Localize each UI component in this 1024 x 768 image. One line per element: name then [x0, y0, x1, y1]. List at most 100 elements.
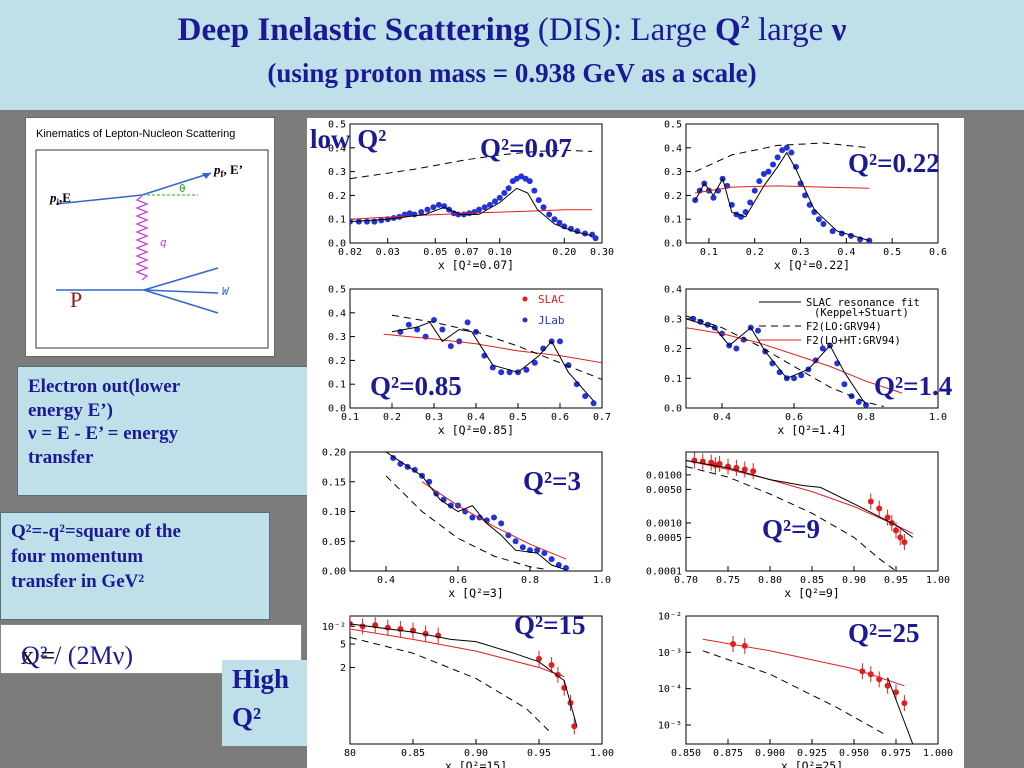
data-point: [897, 534, 904, 541]
data-point: [750, 468, 757, 475]
chart-panel-2: 0.1 0.2 0.3 0.4 0.5 0.6 x [Q²=0.22] 0.0 0.1 0.2 0.…: [664, 120, 947, 273]
data-point: [779, 147, 786, 154]
series-group: [385, 452, 569, 571]
x-tick-label: 0.950: [839, 748, 869, 759]
data-point: [893, 527, 899, 534]
data-point: [496, 194, 503, 201]
data-point: [414, 326, 421, 333]
chart-panel-3: 0.1 0.2 0.3 0.4 0.5 0.6 0.7x [Q²=0.85]0.00.10.…: [328, 285, 611, 438]
y-tick-label: 0.3: [328, 332, 346, 343]
data-point: [855, 399, 862, 406]
data-point: [536, 655, 542, 662]
data-point: [884, 514, 891, 521]
data-point: [571, 723, 578, 730]
y-tick-label: 0.20: [322, 448, 346, 459]
y-tick-label: 0.0: [328, 404, 346, 415]
fit-curve-red: [686, 327, 903, 394]
data-point: [531, 187, 538, 194]
x-tick-label: 1.0: [929, 412, 947, 423]
x-definition-formula: Q² / (2Mν): [21, 641, 133, 670]
note2-line3: transfer in GeV²: [11, 571, 145, 592]
data-point: [481, 204, 488, 211]
y-tick-label: 0.0001: [646, 567, 682, 578]
resonance-fit-curve: [350, 187, 593, 237]
plot-frame: [349, 123, 603, 244]
data-point: [535, 197, 542, 204]
data-point: [829, 228, 836, 235]
panel-q2-label: Q²=9: [762, 514, 820, 544]
x-axis-label: x [Q²=3]: [448, 586, 503, 600]
y-tick-label: 0.1: [328, 380, 346, 391]
y-tick-label: 0.2: [664, 344, 682, 355]
data-point: [486, 201, 493, 208]
x-tick-label: 0.07: [455, 247, 479, 258]
lo-curve-dashed: [350, 636, 552, 734]
q-label: q: [160, 236, 167, 249]
data-point: [741, 466, 748, 473]
y-tick-label: 0.4: [328, 308, 346, 319]
y-tick-label: 0.0: [664, 239, 682, 250]
x-tick-label: 0.90: [842, 575, 866, 586]
resonance-fit-curve: [694, 151, 870, 242]
legend-label: SLAC: [538, 293, 565, 306]
data-point: [819, 345, 826, 352]
high-q2-line1: High: [232, 664, 290, 694]
legend-label: (Keppel+Stuart): [814, 307, 909, 319]
y-tick-label: 0.0005: [646, 533, 682, 544]
x-tick-label: 1.0: [593, 575, 611, 586]
y-tick-label: 0.2: [664, 191, 682, 202]
data-point: [359, 623, 366, 630]
data-point: [815, 216, 822, 223]
data-point: [491, 198, 498, 205]
data-point: [590, 400, 597, 407]
y-tick-label: 10⁻²: [322, 622, 346, 633]
high-q2-label: High Q²: [222, 660, 317, 746]
data-point: [519, 544, 526, 551]
outgoing-arrow-icon: [202, 173, 211, 179]
y-tick-label: 0.5: [328, 120, 346, 131]
data-point: [841, 381, 848, 388]
data-point: [540, 204, 547, 211]
fit-curve-red: [695, 185, 870, 194]
data-point: [760, 170, 767, 177]
data-point: [418, 209, 425, 216]
series-group: [383, 314, 602, 407]
x-tick-label: 0.6: [449, 575, 467, 586]
x-tick-label: 0.4: [837, 247, 855, 258]
x-tick-label: 0.03: [376, 247, 400, 258]
kinematics-svg: Kinematics of Lepton-Nucleon Scattering …: [35, 128, 269, 349]
plot-area-background: [307, 118, 964, 768]
data-point: [788, 149, 795, 156]
x-tick-label: 0.05: [423, 247, 447, 258]
data-point: [893, 689, 899, 696]
x-tick-label: 80: [344, 748, 356, 759]
data-point: [476, 206, 483, 213]
plot-frame: [685, 451, 939, 572]
x-tick-label: 0.6: [929, 247, 947, 258]
series-group: [350, 616, 578, 735]
x-tick-label: 0.2: [746, 247, 764, 258]
y-tick-label: 0.0: [664, 404, 682, 415]
y-tick-label: 10⁻⁵: [658, 721, 682, 732]
data-point: [867, 498, 874, 505]
panel-q2-label: Q²=0.85: [370, 371, 462, 401]
chart-panel-6: 0.70 0.75 0.80 0.85 0.90 0.95 1.00 x [Q²=9] 0.00…: [646, 451, 950, 600]
data-point: [747, 199, 754, 206]
data-point: [755, 327, 761, 334]
data-point: [783, 144, 790, 151]
data-point: [430, 204, 437, 211]
data-point: [876, 505, 883, 512]
lo-curve-dashed: [391, 314, 602, 380]
hadron-line-2: [143, 289, 219, 294]
fit-curve-red: [702, 638, 905, 687]
data-point: [751, 187, 758, 194]
x-tick-label: 1.000: [923, 748, 953, 759]
w-label: W: [222, 285, 230, 298]
x-axis-label: x [Q²=9]: [784, 586, 839, 600]
series-group: [692, 142, 873, 243]
x-tick-label: 0.6: [551, 412, 569, 423]
panel-q2-label: Q²=0.07: [480, 133, 572, 163]
x-tick-label: 0.850: [671, 748, 701, 759]
data-point: [534, 547, 541, 554]
resonance-fit-curve: [350, 623, 578, 727]
